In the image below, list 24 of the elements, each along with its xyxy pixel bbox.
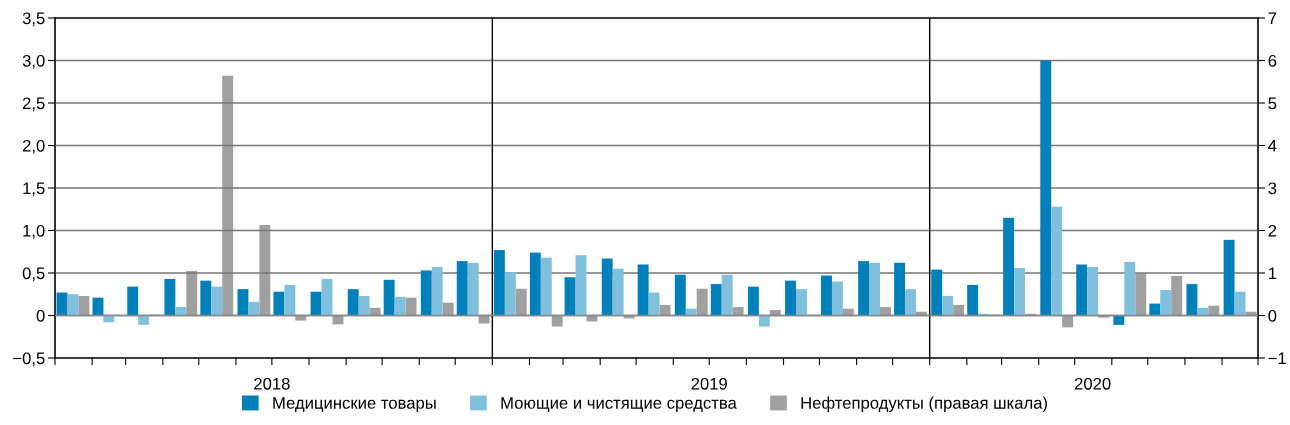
- legend-label: Моющие и чистящие средства: [501, 397, 737, 413]
- legend-label: Нефтепродукты (правая шкала): [801, 396, 1047, 413]
- x-tick-label: 2019: [691, 377, 727, 390]
- y-tick-label: 3,5: [22, 12, 45, 27]
- y2-tick-label: 7: [1268, 12, 1277, 25]
- x-tick-label: 2018: [254, 377, 290, 390]
- x-tick-label: 2020: [1074, 377, 1111, 390]
- y-tick-label: 1,0: [23, 224, 45, 239]
- y-tick-label: 0: [36, 309, 45, 322]
- y-tick-label: 2,0: [22, 139, 45, 154]
- y2-tick-label: 6: [1268, 54, 1277, 67]
- y2-tick-label: 4: [1268, 140, 1277, 152]
- y-tick-label: 3,0: [22, 54, 45, 69]
- y2-tick-label: 5: [1268, 97, 1277, 110]
- y2-tick-label: 0: [1268, 309, 1277, 322]
- y2-tick-label: −1: [1268, 352, 1286, 365]
- y-tick-label: 1,5: [23, 182, 45, 197]
- legend-label: Медицинские товары: [273, 397, 436, 413]
- y2-tick-label: 1: [1268, 267, 1277, 280]
- y2-tick-label: 3: [1268, 182, 1277, 195]
- y2-tick-label: 2: [1268, 224, 1277, 237]
- y-tick-label: 2,5: [22, 97, 45, 112]
- y-tick-label: −0,5: [13, 352, 45, 367]
- y-tick-label: 0,5: [22, 267, 45, 282]
